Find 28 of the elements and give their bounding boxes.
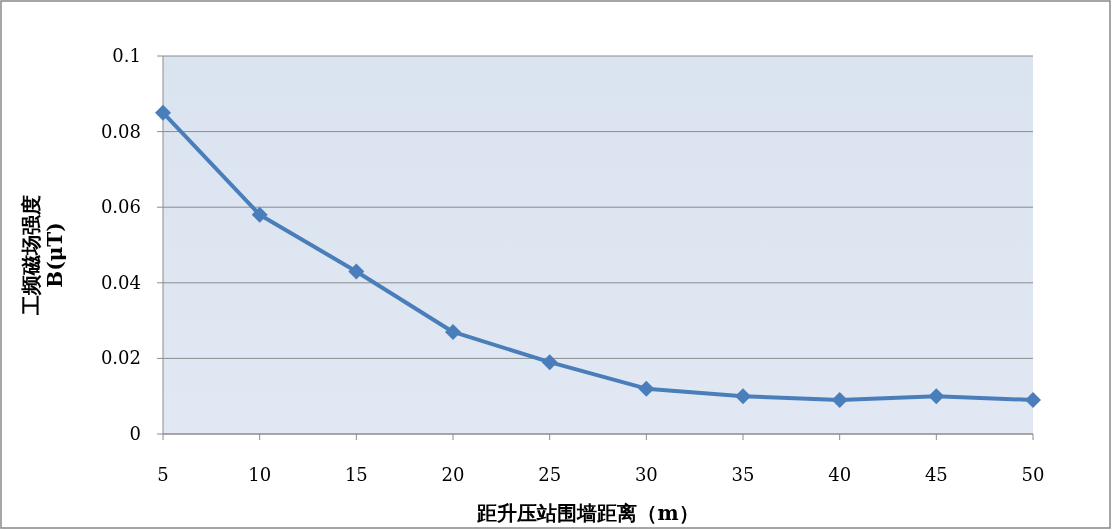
point — [1025, 391, 1041, 408]
x-tick-label: 35 — [731, 464, 755, 485]
point — [541, 354, 558, 371]
x-tick-label: 10 — [248, 464, 272, 485]
point — [251, 206, 268, 223]
x-tick-label: 25 — [538, 464, 562, 485]
y-tick-label: 0.06 — [100, 196, 141, 218]
y-tick-label: 0 — [129, 423, 141, 444]
x-tick-label: 5 — [157, 464, 169, 485]
point — [928, 388, 945, 405]
x-tick-label: 30 — [634, 464, 658, 485]
point — [348, 263, 365, 280]
x-tick-label: 40 — [828, 464, 852, 485]
x-tick-label: 15 — [344, 464, 368, 485]
y-tick-label: 0.08 — [100, 120, 141, 142]
point — [735, 388, 751, 405]
x-axis-title: 距升压站围墙距离（m） — [476, 501, 699, 525]
y-tick-label: 0.02 — [100, 347, 141, 369]
point — [638, 380, 655, 397]
x-tick-label: 50 — [1021, 464, 1045, 485]
point — [445, 323, 461, 340]
x-tick-label: 20 — [441, 464, 465, 485]
point — [831, 391, 848, 408]
point — [155, 104, 171, 121]
x-tick-label: 45 — [924, 464, 948, 485]
y-tick-label: 0.1 — [112, 45, 141, 66]
y-tick-label: 0.04 — [100, 271, 141, 293]
y-axis-title: 工频磁场强度 B(μT) — [19, 195, 67, 316]
